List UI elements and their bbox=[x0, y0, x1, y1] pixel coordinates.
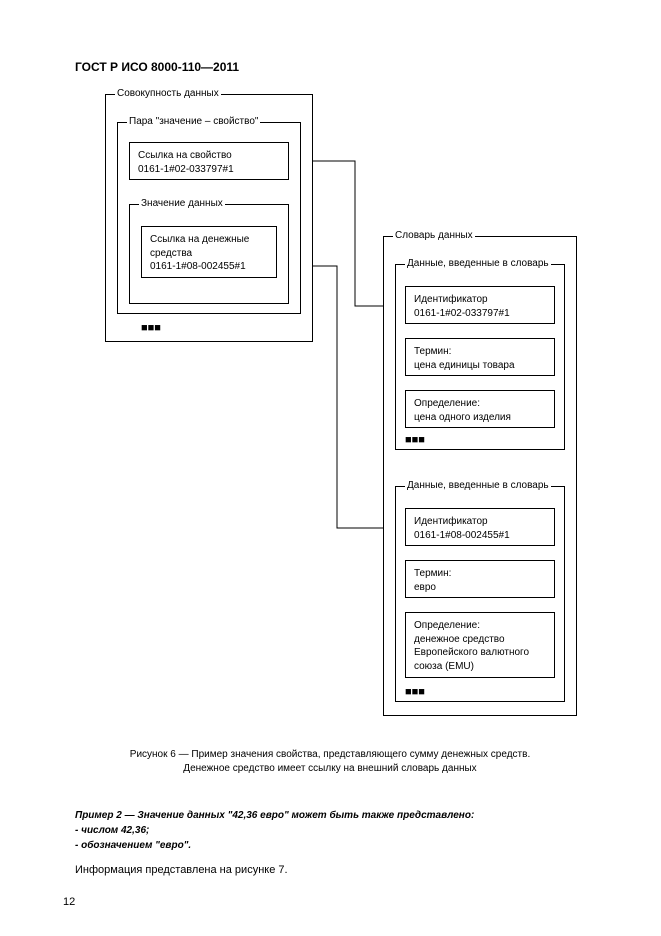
text-e2-id-1: Идентификатор bbox=[414, 516, 488, 527]
label-entry-2: Данные, введенные в словарь bbox=[405, 480, 551, 491]
example-block: Пример 2 — Значение данных "42,36 евро" … bbox=[75, 808, 585, 853]
figure-caption: Рисунок 6 — Пример значения свойства, пр… bbox=[75, 748, 585, 776]
label-data-aggregate: Совокупность данных bbox=[115, 88, 221, 99]
page: ГОСТ Р ИСО 8000-110—2011 Совокупность да… bbox=[0, 0, 661, 936]
text-money-ref-2: средства bbox=[150, 248, 192, 259]
diagram: Совокупность данных Пара "значение – сво… bbox=[105, 86, 585, 726]
label-entry-1: Данные, введенные в словарь bbox=[405, 258, 551, 269]
text-e1-id-1: Идентификатор bbox=[414, 294, 488, 305]
example-line-1: Пример 2 — Значение данных "42,36 евро" … bbox=[75, 810, 474, 821]
caption-line-2: Денежное средство имеет ссылку на внешни… bbox=[183, 763, 476, 774]
box-entry1-term: Термин: цена единицы товара bbox=[405, 338, 555, 376]
box-entry2-id: Идентификатор 0161-1#08-002455#1 bbox=[405, 508, 555, 546]
dots-entry2: ■■■ bbox=[405, 686, 425, 698]
text-e2-def-4: союза (EMU) bbox=[414, 661, 474, 672]
text-money-ref-1: Ссылка на денежные bbox=[150, 234, 249, 245]
text-e2-def-1: Определение: bbox=[414, 620, 480, 631]
dots-left: ■■■ bbox=[141, 322, 161, 334]
example-line-3: - обозначением "евро". bbox=[75, 840, 191, 851]
label-data-value: Значение данных bbox=[139, 198, 225, 209]
label-pair: Пара "значение – свойство" bbox=[127, 116, 260, 127]
box-money-ref: Ссылка на денежные средства 0161-1#08-00… bbox=[141, 226, 277, 278]
page-number: 12 bbox=[63, 896, 75, 908]
box-property-ref: Ссылка на свойство 0161-1#02-033797#1 bbox=[129, 142, 289, 180]
text-prop-ref-1: Ссылка на свойство bbox=[138, 150, 232, 161]
box-entry1-def: Определение: цена одного изделия bbox=[405, 390, 555, 428]
body-paragraph: Информация представлена на рисунке 7. bbox=[75, 864, 585, 876]
dots-entry1: ■■■ bbox=[405, 434, 425, 446]
text-e2-id-2: 0161-1#08-002455#1 bbox=[414, 530, 510, 541]
text-e1-term-2: цена единицы товара bbox=[414, 360, 515, 371]
box-entry1-id: Идентификатор 0161-1#02-033797#1 bbox=[405, 286, 555, 324]
text-e1-id-2: 0161-1#02-033797#1 bbox=[414, 308, 510, 319]
label-dictionary: Словарь данных bbox=[393, 230, 475, 241]
text-money-ref-3: 0161-1#08-002455#1 bbox=[150, 261, 246, 272]
caption-line-1: Рисунок 6 — Пример значения свойства, пр… bbox=[130, 749, 530, 760]
text-e2-def-3: Европейского валютного bbox=[414, 647, 529, 658]
text-e2-term-1: Термин: bbox=[414, 568, 451, 579]
box-entry2-term: Термин: евро bbox=[405, 560, 555, 598]
text-e1-def-1: Определение: bbox=[414, 398, 480, 409]
box-entry2-def: Определение: денежное средство Европейск… bbox=[405, 612, 555, 678]
example-line-2: - числом 42,36; bbox=[75, 825, 149, 836]
text-prop-ref-2: 0161-1#02-033797#1 bbox=[138, 164, 234, 175]
text-e1-term-1: Термин: bbox=[414, 346, 451, 357]
text-e2-def-2: денежное средство bbox=[414, 634, 505, 645]
text-e1-def-2: цена одного изделия bbox=[414, 412, 511, 423]
document-header: ГОСТ Р ИСО 8000-110—2011 bbox=[75, 60, 239, 74]
text-e2-term-2: евро bbox=[414, 582, 436, 593]
